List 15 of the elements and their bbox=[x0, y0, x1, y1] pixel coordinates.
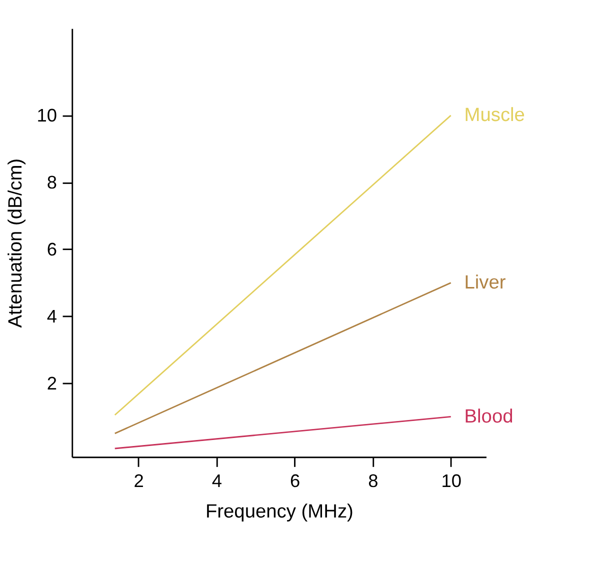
x-axis-title: Frequency (MHz) bbox=[205, 502, 354, 523]
series-label: Blood bbox=[464, 406, 514, 428]
y-tick-label: 6 bbox=[46, 240, 58, 260]
y-tick-label: 2 bbox=[46, 373, 58, 394]
y-tick-label: 4 bbox=[46, 306, 58, 326]
y-axis-title: Attenuation (dB/cm) bbox=[5, 158, 26, 328]
x-tick-label: 4 bbox=[212, 471, 222, 492]
x-tick-label: 2 bbox=[134, 471, 144, 492]
x-tick-label: 6 bbox=[290, 471, 300, 492]
x-tick-label: 8 bbox=[368, 471, 378, 492]
series-label: Muscle bbox=[464, 105, 525, 126]
x-tick-label: 10 bbox=[441, 471, 462, 492]
y-tick-label: 10 bbox=[36, 106, 58, 126]
y-tick-label: 8 bbox=[46, 172, 58, 193]
series-label: Liver bbox=[464, 272, 506, 294]
